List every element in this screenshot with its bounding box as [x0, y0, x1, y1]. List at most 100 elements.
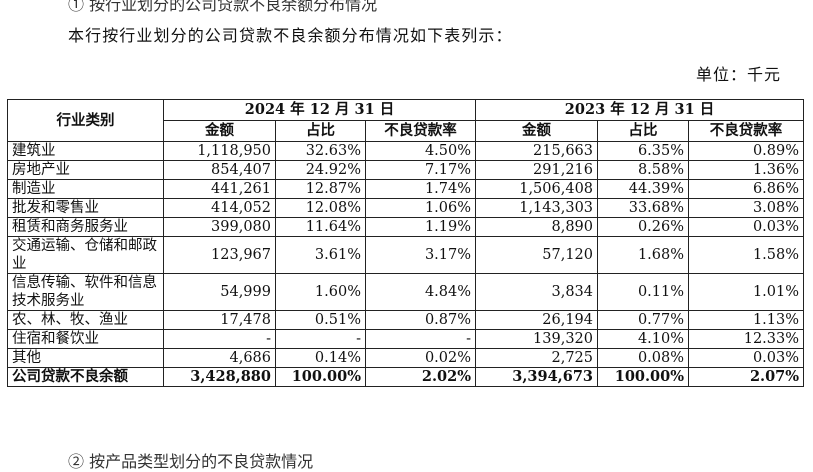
- cell-amount-2023: 26,194: [475, 310, 599, 330]
- cell-share-2023: 6.35%: [597, 141, 690, 161]
- cell-npl-ratio-2023: 3.08%: [688, 198, 805, 218]
- npl-by-industry-table: 行业类别 2024 年 12 月 31 日 2023 年 12 月 31 日 金…: [7, 99, 805, 387]
- cell-amount-2024: 4,686: [163, 348, 276, 368]
- cell-npl-ratio-2023: 12.33%: [688, 329, 805, 349]
- cell-npl-ratio-2024: 3.17%: [364, 236, 477, 274]
- cell-amount-2023: 1,506,408: [475, 179, 599, 199]
- cell-amount-2023: 1,143,303: [475, 198, 599, 218]
- cell-amount-2024: 54,999: [163, 273, 276, 311]
- cell-amount-2024: 123,967: [163, 236, 276, 274]
- cell-share-2024: 3.61%: [275, 236, 366, 274]
- subheader-amount-2024: 金额: [163, 120, 276, 142]
- cell-npl-ratio-2024: 0.87%: [364, 310, 477, 330]
- cell-share-2023: 0.08%: [597, 348, 690, 368]
- table-total-row: 公司贷款不良余额 3,428,880 100.00% 2.02% 3,394,6…: [7, 367, 805, 387]
- subheader-amount-2023: 金额: [475, 120, 599, 142]
- cell-amount-2024: 414,052: [163, 198, 276, 218]
- row-category: 农、林、牧、渔业: [7, 310, 164, 330]
- cell-npl-ratio-2023: 1.01%: [688, 273, 805, 311]
- subheader-npl-ratio-2023: 不良贷款率: [688, 120, 805, 142]
- cell-share-2023: 0.77%: [597, 310, 690, 330]
- cell-share-2023: 1.68%: [597, 236, 690, 274]
- next-heading-partial: ② 按产品类型划分的不良贷款情况: [68, 452, 314, 471]
- cell-share-2024: 12.08%: [275, 198, 366, 218]
- cell-amount-2024: 399,080: [163, 217, 276, 237]
- cell-share-2024: 24.92%: [275, 160, 366, 180]
- cell-share-2023: 0.26%: [597, 217, 690, 237]
- table-row: 租赁和商务服务业 399,080 11.64% 1.19% 8,890 0.26…: [7, 217, 805, 237]
- subheader-npl-ratio-2024: 不良贷款率: [364, 120, 477, 142]
- row-category: 交通运输、仓储和邮政业: [7, 236, 164, 274]
- cell-amount-2024: 17,478: [163, 310, 276, 330]
- cell-share-2024: -: [275, 329, 366, 349]
- total-category: 公司贷款不良余额: [7, 367, 164, 387]
- cell-share-2024: 0.51%: [275, 310, 366, 330]
- cell-npl-ratio-2023: 0.03%: [688, 217, 805, 237]
- total-amount-2023: 3,394,673: [475, 367, 599, 387]
- cell-npl-ratio-2024: 4.84%: [364, 273, 477, 311]
- cell-amount-2024: 441,261: [163, 179, 276, 199]
- subheader-share-2023: 占比: [597, 120, 690, 142]
- header-category: 行业类别: [7, 99, 164, 142]
- row-category: 制造业: [7, 179, 164, 199]
- cell-npl-ratio-2023: 0.03%: [688, 348, 805, 368]
- previous-heading-partial: ① 按行业划分的公司贷款不良余额分布情况: [68, 0, 378, 14]
- cell-npl-ratio-2023: 1.58%: [688, 236, 805, 274]
- cell-share-2024: 12.87%: [275, 179, 366, 199]
- cell-npl-ratio-2024: 1.06%: [364, 198, 477, 218]
- table-row: 其他 4,686 0.14% 0.02% 2,725 0.08% 0.03%: [7, 348, 805, 368]
- total-npl-ratio-2023: 2.07%: [688, 367, 805, 387]
- cell-amount-2023: 3,834: [475, 273, 599, 311]
- cell-amount-2023: 8,890: [475, 217, 599, 237]
- table-row: 制造业 441,261 12.87% 1.74% 1,506,408 44.39…: [7, 179, 805, 199]
- cell-amount-2023: 57,120: [475, 236, 599, 274]
- cell-amount-2023: 139,320: [475, 329, 599, 349]
- cell-amount-2023: 291,216: [475, 160, 599, 180]
- cell-amount-2023: 215,663: [475, 141, 599, 161]
- row-category: 房地产业: [7, 160, 164, 180]
- cell-npl-ratio-2024: 1.74%: [364, 179, 477, 199]
- cell-share-2023: 33.68%: [597, 198, 690, 218]
- table-row: 信息传输、软件和信息技术服务业 54,999 1.60% 4.84% 3,834…: [7, 273, 805, 311]
- cell-npl-ratio-2023: 0.89%: [688, 141, 805, 161]
- total-npl-ratio-2024: 2.02%: [364, 367, 477, 387]
- cell-npl-ratio-2024: 0.02%: [364, 348, 477, 368]
- cell-npl-ratio-2023: 1.13%: [688, 310, 805, 330]
- table-row: 农、林、牧、渔业 17,478 0.51% 0.87% 26,194 0.77%…: [7, 310, 805, 330]
- total-amount-2024: 3,428,880: [163, 367, 276, 387]
- row-category: 租赁和商务服务业: [7, 217, 164, 237]
- cell-amount-2023: 2,725: [475, 348, 599, 368]
- table-row: 交通运输、仓储和邮政业 123,967 3.61% 3.17% 57,120 1…: [7, 236, 805, 274]
- header-year-2023: 2023 年 12 月 31 日: [475, 99, 805, 121]
- cell-share-2024: 32.63%: [275, 141, 366, 161]
- row-category: 批发和零售业: [7, 198, 164, 218]
- subheader-share-2024: 占比: [275, 120, 366, 142]
- cell-amount-2024: -: [163, 329, 276, 349]
- table-row: 住宿和餐饮业 - - - 139,320 4.10% 12.33%: [7, 329, 805, 349]
- cell-share-2023: 8.58%: [597, 160, 690, 180]
- cell-amount-2024: 1,118,950: [163, 141, 276, 161]
- cell-amount-2024: 854,407: [163, 160, 276, 180]
- row-category: 其他: [7, 348, 164, 368]
- cell-share-2024: 1.60%: [275, 273, 366, 311]
- cell-share-2023: 0.11%: [597, 273, 690, 311]
- cell-share-2023: 44.39%: [597, 179, 690, 199]
- row-category: 信息传输、软件和信息技术服务业: [7, 273, 164, 311]
- unit-label: 单位：千元: [695, 65, 781, 84]
- cell-npl-ratio-2024: 4.50%: [364, 141, 477, 161]
- header-year-2024: 2024 年 12 月 31 日: [162, 99, 477, 121]
- cell-share-2024: 11.64%: [275, 217, 366, 237]
- cell-npl-ratio-2024: 7.17%: [364, 160, 477, 180]
- total-share-2023: 100.00%: [597, 367, 690, 387]
- total-share-2024: 100.00%: [275, 367, 366, 387]
- table-row: 批发和零售业 414,052 12.08% 1.06% 1,143,303 33…: [7, 198, 805, 218]
- row-category: 建筑业: [7, 141, 164, 161]
- cell-share-2024: 0.14%: [275, 348, 366, 368]
- cell-npl-ratio-2023: 6.86%: [688, 179, 805, 199]
- row-category: 住宿和餐饮业: [7, 329, 164, 349]
- cell-npl-ratio-2024: 1.19%: [364, 217, 477, 237]
- table-row: 房地产业 854,407 24.92% 7.17% 291,216 8.58% …: [7, 160, 805, 180]
- cell-npl-ratio-2024: -: [364, 329, 477, 349]
- cell-share-2023: 4.10%: [597, 329, 690, 349]
- cell-npl-ratio-2023: 1.36%: [688, 160, 805, 180]
